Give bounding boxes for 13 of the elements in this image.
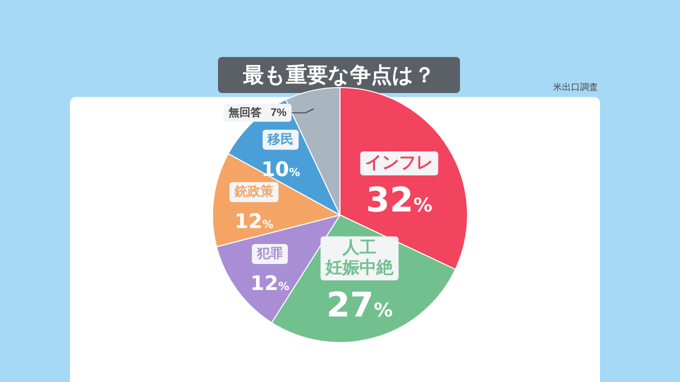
slice-label: 移民 [266, 131, 294, 146]
slice-label: 犯罪 [256, 246, 283, 261]
slice-label: インフレ [365, 153, 434, 172]
data-label: 12% [250, 270, 290, 295]
text: 米出口調査 [553, 82, 598, 94]
data-label: 32% [366, 180, 432, 220]
data-label: 10% [261, 156, 300, 181]
slice-label: 銃政策 [233, 184, 274, 199]
data-label: 27% [326, 285, 393, 326]
data-label: 12% [234, 209, 274, 234]
slice-label: 人工妊娠中絶 [324, 238, 395, 278]
chart-title: 最も重要な争点は？ [218, 57, 460, 93]
slice-label: 無回答 7% [228, 106, 287, 119]
